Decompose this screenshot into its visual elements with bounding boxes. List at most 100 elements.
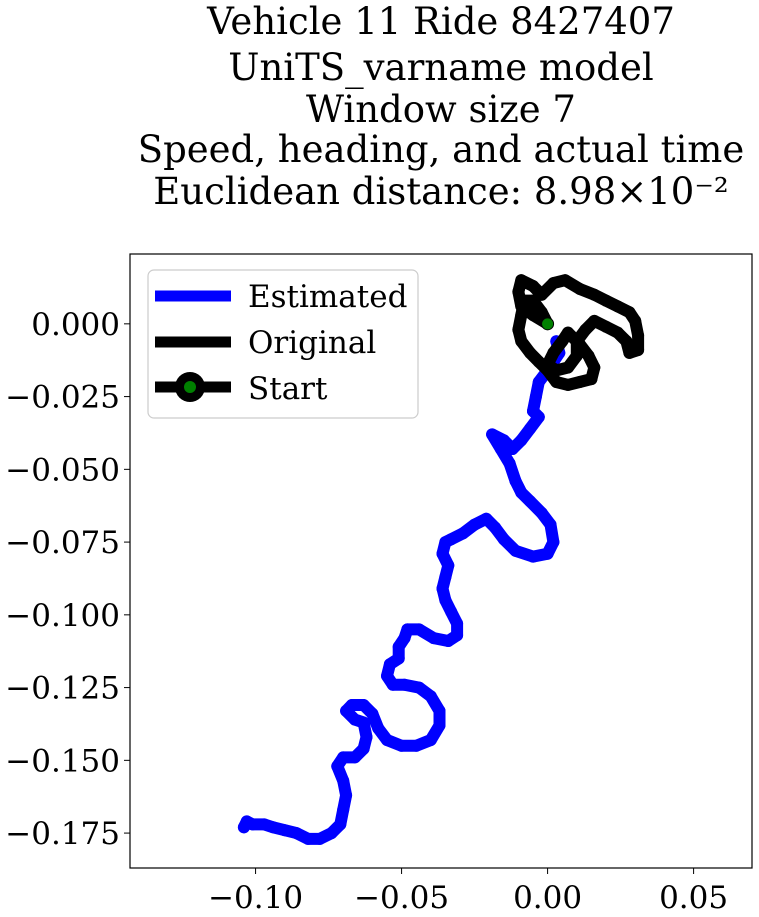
series-point-original bbox=[562, 361, 574, 374]
series-point-estimated bbox=[337, 774, 350, 787]
x-tick-label: −0.05 bbox=[354, 880, 449, 916]
series-point-estimated bbox=[433, 719, 446, 732]
series-point-estimated bbox=[337, 751, 350, 764]
series-point-estimated bbox=[503, 457, 516, 470]
series-point-original bbox=[559, 274, 572, 287]
series-point-estimated bbox=[392, 652, 405, 665]
series-point-estimated bbox=[451, 629, 464, 642]
series-point-estimated bbox=[497, 533, 510, 546]
series-point-original bbox=[527, 294, 539, 307]
series-point-estimated bbox=[494, 443, 507, 455]
series-point-estimated bbox=[313, 832, 326, 845]
series-point-estimated bbox=[340, 704, 353, 717]
series-point-estimated bbox=[436, 582, 449, 595]
series-point-estimated bbox=[302, 832, 315, 845]
series-point-original bbox=[515, 274, 528, 287]
series-point-original bbox=[562, 378, 574, 391]
series-point-original bbox=[620, 335, 633, 348]
series-point-estimated bbox=[541, 547, 554, 560]
series-point-estimated bbox=[509, 544, 522, 557]
series-point-estimated bbox=[413, 681, 426, 694]
series-point-estimated bbox=[331, 760, 344, 773]
y-tick-label: −0.075 bbox=[5, 525, 120, 561]
series-point-original bbox=[579, 323, 592, 336]
y-tick-label: 0.000 bbox=[31, 307, 120, 343]
legend-label-estimated: Estimated bbox=[248, 279, 407, 315]
series-point-estimated bbox=[392, 640, 405, 653]
series-point-estimated bbox=[506, 443, 519, 455]
series-point-estimated bbox=[340, 789, 353, 802]
series-point-original bbox=[541, 364, 554, 377]
series-point-estimated bbox=[424, 734, 437, 746]
series-point-original bbox=[527, 280, 539, 292]
title-line-2: UniTS_varname model bbox=[228, 46, 653, 90]
series-point-estimated bbox=[524, 422, 537, 435]
series-point-estimated bbox=[427, 632, 440, 645]
series-point-estimated bbox=[237, 821, 250, 834]
series-point-estimated bbox=[445, 605, 458, 618]
series-point-estimated bbox=[383, 658, 396, 671]
series-point-estimated bbox=[360, 731, 373, 744]
series-point-original bbox=[629, 314, 642, 327]
series-point-original bbox=[547, 346, 560, 359]
series-point-original bbox=[515, 309, 528, 322]
x-tick-label: 0.05 bbox=[659, 880, 728, 916]
legend-box bbox=[147, 269, 419, 419]
series-point-estimated bbox=[442, 635, 455, 647]
y-tick-label: −0.100 bbox=[5, 598, 120, 634]
series-point-estimated bbox=[381, 734, 393, 746]
series-point-original bbox=[512, 323, 525, 336]
series-point-original bbox=[535, 306, 548, 319]
series-layer bbox=[237, 274, 645, 845]
series-point-original bbox=[550, 364, 563, 377]
series-point-original bbox=[515, 335, 528, 348]
series-point-original bbox=[582, 349, 595, 362]
series-point-estimated bbox=[524, 495, 537, 508]
y-tick-label: −0.050 bbox=[5, 452, 120, 488]
series-point-estimated bbox=[442, 559, 455, 572]
series-point-estimated bbox=[439, 594, 452, 607]
series-point-original bbox=[623, 306, 636, 319]
series-point-estimated bbox=[386, 678, 399, 691]
series-point-original bbox=[600, 320, 612, 333]
series-point-estimated bbox=[547, 536, 560, 549]
series-point-estimated bbox=[357, 699, 370, 711]
series-point-estimated bbox=[325, 827, 338, 840]
series-point-estimated bbox=[334, 818, 347, 831]
series-point-estimated bbox=[357, 716, 370, 729]
series-point-estimated bbox=[290, 827, 303, 840]
series-point-original bbox=[573, 376, 586, 388]
series-point-estimated bbox=[529, 390, 542, 403]
series-point-original bbox=[623, 346, 636, 359]
series-point-original bbox=[550, 376, 563, 388]
series-point-estimated bbox=[486, 428, 499, 441]
series-point-original bbox=[573, 338, 586, 351]
series-point-estimated bbox=[357, 742, 370, 755]
series-point-estimated bbox=[413, 623, 426, 636]
plot-frame bbox=[129, 253, 753, 869]
series-point-estimated bbox=[532, 376, 545, 388]
x-tick-label: −0.10 bbox=[208, 880, 303, 916]
series-point-estimated bbox=[410, 739, 423, 752]
series-point-estimated bbox=[544, 518, 557, 531]
start-layer bbox=[541, 317, 555, 331]
series-point-estimated bbox=[451, 617, 464, 630]
y-tick-label: −0.025 bbox=[5, 380, 120, 416]
legend-swatch-start-dot bbox=[184, 381, 196, 393]
legend-label-start: Start bbox=[248, 371, 328, 407]
legend: Estimated Original Start bbox=[147, 269, 419, 419]
series-point-original bbox=[611, 300, 624, 313]
title-line-1: Vehicle 11 Ride 8427407 bbox=[206, 0, 675, 43]
series-point-estimated bbox=[468, 518, 481, 531]
series-point-original bbox=[588, 361, 601, 374]
x-tick-label: 0.00 bbox=[513, 880, 582, 916]
series-point-original bbox=[611, 326, 624, 339]
series-point-original bbox=[600, 294, 612, 307]
series-point-estimated bbox=[439, 536, 452, 549]
series-point-estimated bbox=[366, 707, 379, 720]
series-point-estimated bbox=[515, 434, 528, 447]
series-point-estimated bbox=[337, 803, 350, 816]
series-point-estimated bbox=[398, 678, 411, 691]
series-point-estimated bbox=[398, 632, 411, 645]
